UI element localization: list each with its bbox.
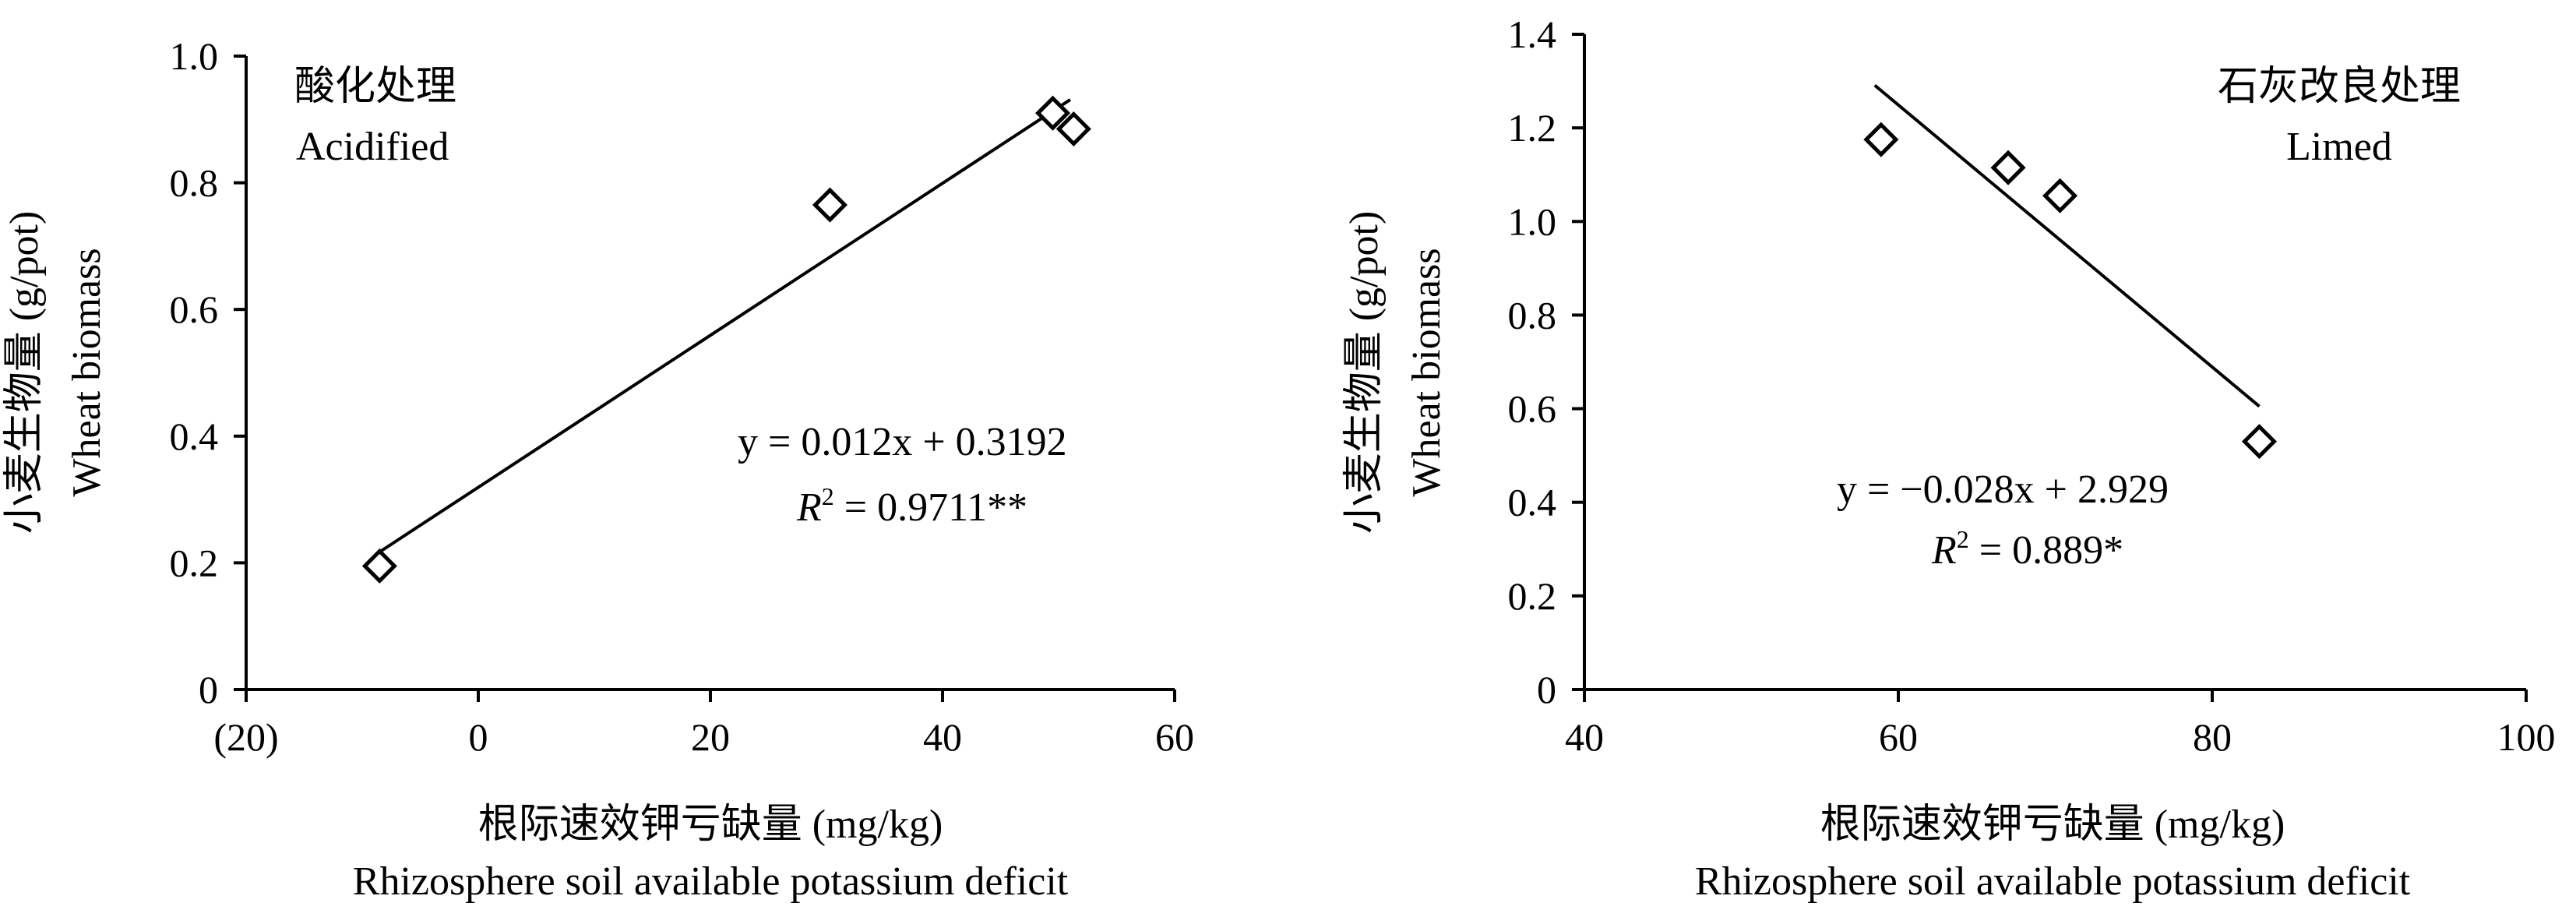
chart-limed-x-tick-label: 80 (2193, 715, 2232, 759)
chart-limed-data-point (2241, 424, 2277, 460)
chart-acidified-x-tick-label: 20 (691, 715, 730, 759)
chart-limed-ylabel-en: Wheat biomass (1404, 248, 1449, 496)
chart-acidified-r2-label: R (796, 485, 822, 530)
chart-acidified-data-point (812, 187, 848, 223)
chart-acidified-r2-value: = 0.9711** (834, 485, 1027, 530)
chart-acidified-data-point (1055, 111, 1091, 147)
chart-limed-data-point (1990, 150, 2026, 185)
chart-acidified-x-tick-label: 60 (1155, 715, 1194, 759)
chart-limed-xlabel: 根际速效钾亏缺量 (mg/kg) (1820, 802, 2285, 847)
chart-acidified-y-tick-label: 0 (199, 668, 218, 711)
chart-limed-ylabel: 小麦生物量 (g/pot) (1342, 211, 1387, 534)
chart-acidified-x-tick-label: 40 (923, 715, 962, 759)
chart-acidified-plot (361, 95, 1091, 584)
chart-acidified-y-tick-label: 1.0 (170, 34, 219, 78)
chart-acidified-trendline (379, 98, 1071, 554)
chart-limed-y-tick-label: 0.4 (1508, 481, 1557, 524)
chart-acidified-y-tick-label: 0.8 (170, 161, 219, 205)
chart-acidified-ylabel-en: Wheat biomass (65, 248, 109, 496)
chart-acidified-y-tick-label: 0.2 (170, 541, 219, 584)
chart-limed-data-point (1863, 122, 1899, 157)
chart-limed-y-tick-label: 1.0 (1508, 199, 1557, 243)
chart-limed-r2-value: = 0.889* (1969, 528, 2123, 573)
chart-limed-y-tick-label: 0 (1537, 668, 1556, 711)
chart-limed-y-tick-label: 1.4 (1508, 12, 1557, 56)
chart-limed-plot (1863, 83, 2277, 460)
chart-limed: 40 60 80 100 0 0.2 0.4 0.6 0.8 1.0 1.2 1.4 石灰改良处理 L… (1342, 12, 2556, 904)
chart-limed-trendline (1873, 83, 2261, 408)
chart-acidified-x-tick-label: 0 (469, 715, 488, 759)
chart-acidified-r2: R2 = 0.9711** (796, 482, 1027, 530)
chart-limed-r2-sup: 2 (1957, 525, 1969, 553)
chart-limed-subtitle: Limed (2286, 125, 2392, 169)
chart-limed-r2: R2 = 0.889* (1931, 525, 2123, 573)
chart-limed-xlabel-en: Rhizosphere soil available potassium def… (1695, 859, 2411, 904)
chart-acidified-x-tick-label: (20) (213, 715, 278, 759)
chart-acidified-data-point (361, 548, 397, 584)
chart-acidified-y-tick-label: 0.6 (170, 287, 219, 331)
chart-acidified-r2-sup: 2 (822, 482, 834, 510)
chart-limed-r2-label: R (1931, 528, 1957, 573)
chart-acidified-xlabel: 根际速效钾亏缺量 (mg/kg) (478, 802, 943, 847)
chart-limed-ticks: 40 60 80 100 0 0.2 0.4 0.6 0.8 1.0 1.2 1.4 (1508, 12, 2556, 759)
chart-acidified-ylabel: 小麦生物量 (g/pot) (2, 211, 47, 534)
chart-acidified-y-tick-label: 0.4 (170, 414, 219, 458)
chart-limed-title: 石灰改良处理 (2218, 65, 2461, 109)
chart-acidified-xlabel-en: Rhizosphere soil available potassium def… (353, 859, 1069, 904)
chart-limed-y-tick-label: 0.8 (1508, 293, 1557, 337)
chart-limed-x-tick-label: 40 (1565, 715, 1604, 759)
chart-acidified-title: 酸化处理 (294, 65, 456, 109)
chart-limed-x-tick-label: 60 (1879, 715, 1918, 759)
chart-limed-y-tick-label: 1.2 (1508, 106, 1557, 150)
chart-limed-y-tick-label: 0.2 (1508, 574, 1557, 618)
chart-limed-data-point (2042, 178, 2078, 213)
chart-limed-y-tick-label: 0.6 (1508, 387, 1557, 431)
chart-acidified-subtitle: Acidified (296, 125, 449, 169)
chart-limed-x-tick-label: 100 (2497, 715, 2556, 759)
chart-acidified-data-point (1035, 95, 1071, 131)
chart-limed-equation: y = −0.028x + 2.929 (1837, 467, 2169, 512)
chart-acidified-equation: y = 0.012x + 0.3192 (738, 420, 1067, 464)
